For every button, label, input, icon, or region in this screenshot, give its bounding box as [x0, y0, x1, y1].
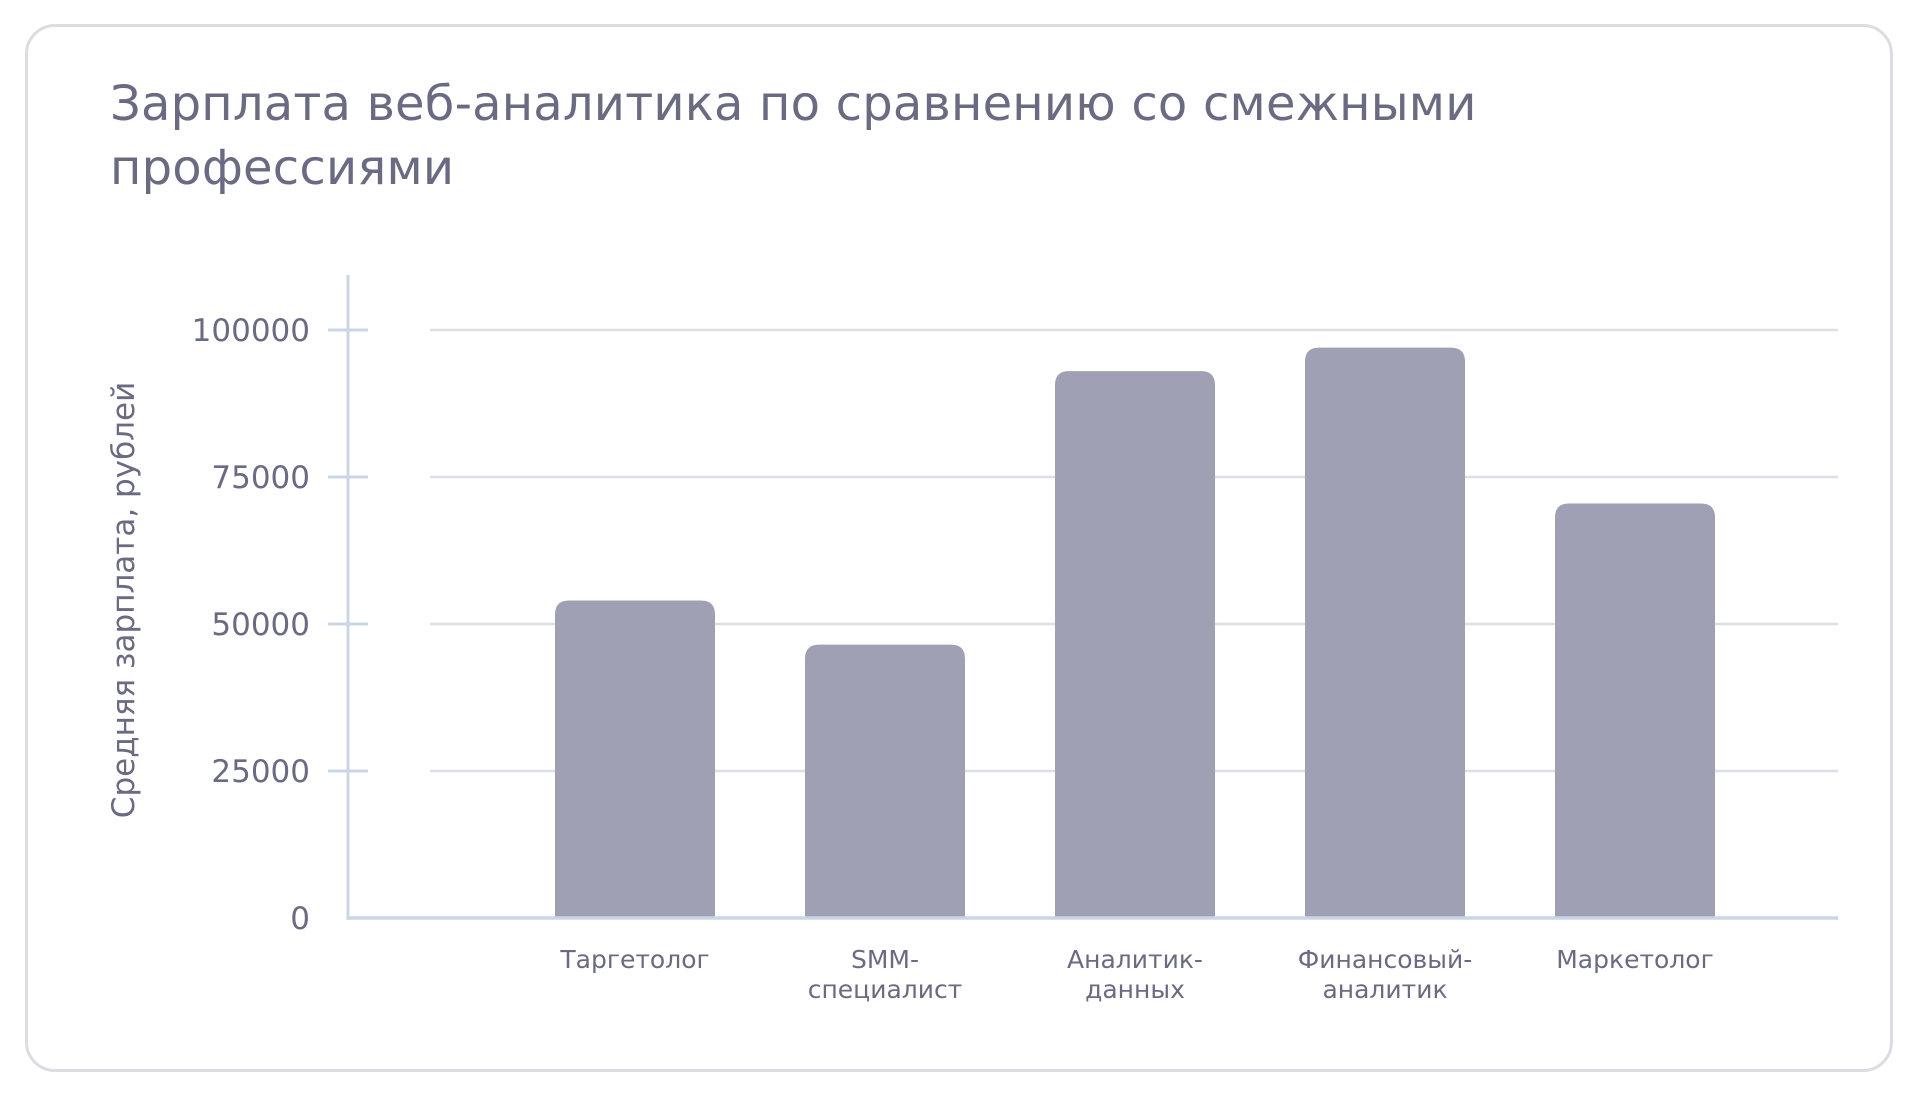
- y-tick-label: 100000: [192, 313, 310, 349]
- bar: [555, 600, 715, 918]
- y-tick-label: 25000: [211, 754, 310, 790]
- y-tick-label: 50000: [211, 607, 310, 643]
- x-category-label-line: Финансовый-: [1298, 945, 1473, 974]
- bar: [1305, 347, 1465, 918]
- x-category-label-line: Аналитик-: [1067, 945, 1203, 974]
- axes: [328, 275, 1838, 920]
- x-category-label: Таргетолог: [559, 945, 709, 974]
- labels: 0 25000 50000 75000 100000 Таргетолог SMM-спец…: [106, 313, 1714, 1004]
- x-category-label-line: данных: [1085, 975, 1185, 1004]
- x-category-label-line: SMM-: [851, 945, 919, 974]
- y-axis-title: Средняя зарплата, рублей: [106, 382, 142, 818]
- bar: [1555, 503, 1715, 918]
- x-category-label: Маркетолог: [1556, 945, 1714, 974]
- x-category-label-line: аналитик: [1322, 975, 1447, 1004]
- bar: [1055, 371, 1215, 918]
- x-category-label: SMM-специалист: [808, 945, 963, 1004]
- x-category-label: Аналитик-данных: [1067, 945, 1203, 1004]
- chart-title: Зарплата веб-аналитика по сравнению со с…: [110, 76, 1477, 196]
- x-category-label-line: специалист: [808, 975, 963, 1004]
- x-category-label: Финансовый-аналитик: [1298, 945, 1473, 1004]
- x-category-label-line: Таргетолог: [559, 945, 709, 974]
- bars: [555, 347, 1715, 918]
- y-tick-label: 75000: [211, 460, 310, 496]
- bar: [805, 644, 965, 918]
- y-tick-label: 0: [290, 901, 310, 937]
- x-category-label-line: Маркетолог: [1556, 945, 1714, 974]
